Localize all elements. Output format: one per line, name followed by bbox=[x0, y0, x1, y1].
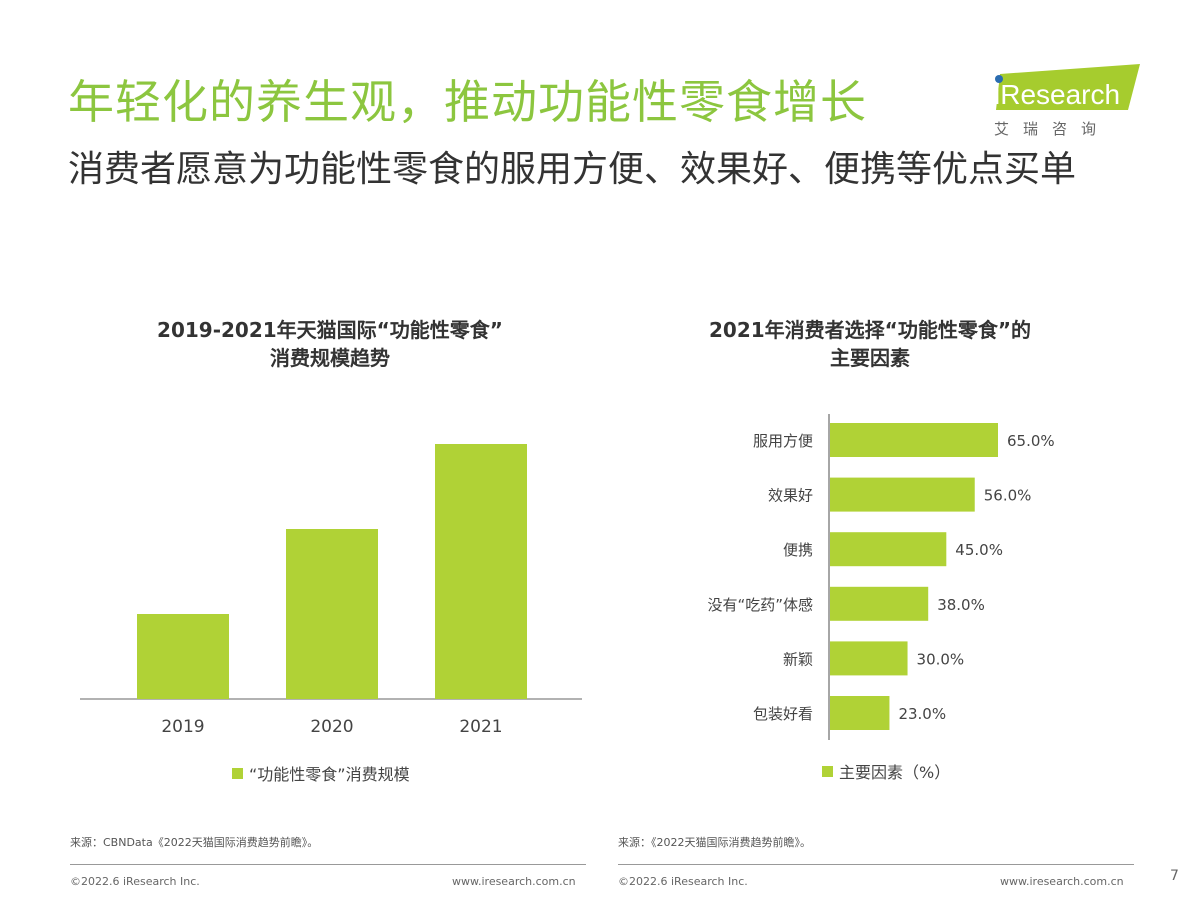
legend-label: “功能性零食”消费规模 bbox=[249, 765, 410, 784]
category-label: 服用方便 bbox=[753, 432, 813, 450]
left-chart-title-line: 消费规模趋势 bbox=[270, 346, 390, 370]
right-chart-title-line: 主要因素 bbox=[830, 346, 910, 370]
category-label: 效果好 bbox=[768, 487, 813, 505]
left-chart-legend: “功能性零食”消费规模 bbox=[232, 761, 410, 785]
copyright: ©2022.6 iResearch Inc. bbox=[70, 875, 200, 888]
x-tick-label: 2020 bbox=[310, 717, 353, 737]
data-label: 23.0% bbox=[898, 705, 946, 723]
bar-1 bbox=[830, 477, 975, 512]
page-number: 7 bbox=[1170, 868, 1179, 884]
data-label: 56.0% bbox=[984, 487, 1032, 505]
category-label: 便携 bbox=[783, 541, 813, 559]
x-tick-label: 2021 bbox=[459, 717, 502, 737]
category-label: 包装好看 bbox=[753, 705, 813, 723]
iresearch-logo: iResearch 艾瑞咨询 bbox=[994, 64, 1140, 138]
bar-2020 bbox=[286, 529, 378, 699]
data-label: 45.0% bbox=[955, 541, 1003, 559]
bar-2021 bbox=[435, 444, 527, 699]
bar-3 bbox=[830, 586, 929, 621]
slide-subtitle: 消费者愿意为功能性零食的服用方便、效果好、便携等优点买单 bbox=[68, 149, 1077, 190]
source-left: 来源：CBNData《2022天猫国际消费趋势前瞻》。 bbox=[70, 836, 319, 849]
svg-text:艾瑞咨询: 艾瑞咨询 bbox=[994, 120, 1110, 138]
copyright: ©2022.6 iResearch Inc. bbox=[618, 875, 748, 888]
right-chart-title-line: 2021年消费者选择“功能性零食”的 bbox=[709, 318, 1031, 342]
left-chart-title-line: 2019-2021年天猫国际“功能性零食” bbox=[157, 318, 503, 342]
bar-2019 bbox=[137, 614, 229, 699]
x-tick-label: 2019 bbox=[161, 717, 204, 737]
website-link[interactable]: www.iresearch.com.cn bbox=[1000, 875, 1124, 888]
divider bbox=[70, 864, 586, 865]
data-label: 38.0% bbox=[937, 596, 985, 614]
website-link[interactable]: www.iresearch.com.cn bbox=[452, 875, 576, 888]
bar-5 bbox=[830, 696, 890, 730]
category-label: 新颖 bbox=[783, 650, 813, 668]
category-label: 没有“吃药”体感 bbox=[707, 596, 813, 614]
source-right: 来源：《2022天猫国际消费趋势前瞻》。 bbox=[618, 836, 811, 849]
svg-text:iResearch: iResearch bbox=[994, 79, 1120, 110]
bar-2 bbox=[830, 532, 947, 567]
bar-0 bbox=[830, 423, 998, 457]
legend-label: 主要因素（%） bbox=[839, 763, 951, 782]
right-chart-legend: 主要因素（%） bbox=[822, 759, 950, 783]
right-chart-title: 2021年消费者选择“功能性零食”的 主要因素 bbox=[620, 316, 1120, 372]
legend-swatch bbox=[822, 765, 833, 777]
data-label: 30.0% bbox=[917, 650, 965, 668]
bar-4 bbox=[830, 641, 908, 676]
legend-swatch bbox=[232, 767, 243, 779]
left-chart-title: 2019-2021年天猫国际“功能性零食” 消费规模趋势 bbox=[80, 316, 580, 372]
slide-title: 年轻化的养生观，推动功能性零食增长 bbox=[68, 75, 867, 129]
divider bbox=[618, 864, 1134, 865]
data-label: 65.0% bbox=[1007, 432, 1055, 450]
